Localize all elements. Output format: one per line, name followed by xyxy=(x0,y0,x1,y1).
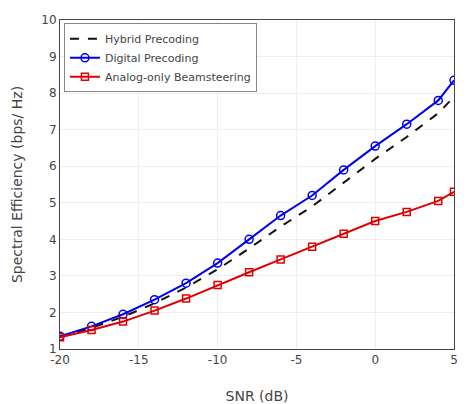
svg-text:1: 1 xyxy=(49,342,57,356)
svg-text:0: 0 xyxy=(371,353,379,367)
svg-text:-10: -10 xyxy=(208,353,228,367)
svg-text:-15: -15 xyxy=(129,353,149,367)
svg-text:3: 3 xyxy=(49,269,57,283)
svg-text:Spectral Efficiency (bps/ Hz): Spectral Efficiency (bps/ Hz) xyxy=(9,86,25,283)
svg-text:Analog-only Beamsteering: Analog-only Beamsteering xyxy=(105,71,251,84)
svg-text:10: 10 xyxy=(41,13,56,27)
svg-text:-20: -20 xyxy=(50,353,70,367)
svg-text:4: 4 xyxy=(49,233,57,247)
svg-text:Hybrid Precoding: Hybrid Precoding xyxy=(105,33,199,46)
svg-text:-5: -5 xyxy=(290,353,302,367)
svg-text:5: 5 xyxy=(450,353,458,367)
svg-text:6: 6 xyxy=(49,159,57,173)
svg-text:7: 7 xyxy=(49,123,57,137)
svg-text:8: 8 xyxy=(49,86,57,100)
svg-text:5: 5 xyxy=(49,196,57,210)
svg-text:Digital Precoding: Digital Precoding xyxy=(105,52,198,65)
svg-text:SNR (dB): SNR (dB) xyxy=(226,388,289,404)
svg-text:9: 9 xyxy=(49,50,57,64)
svg-text:2: 2 xyxy=(49,306,57,320)
